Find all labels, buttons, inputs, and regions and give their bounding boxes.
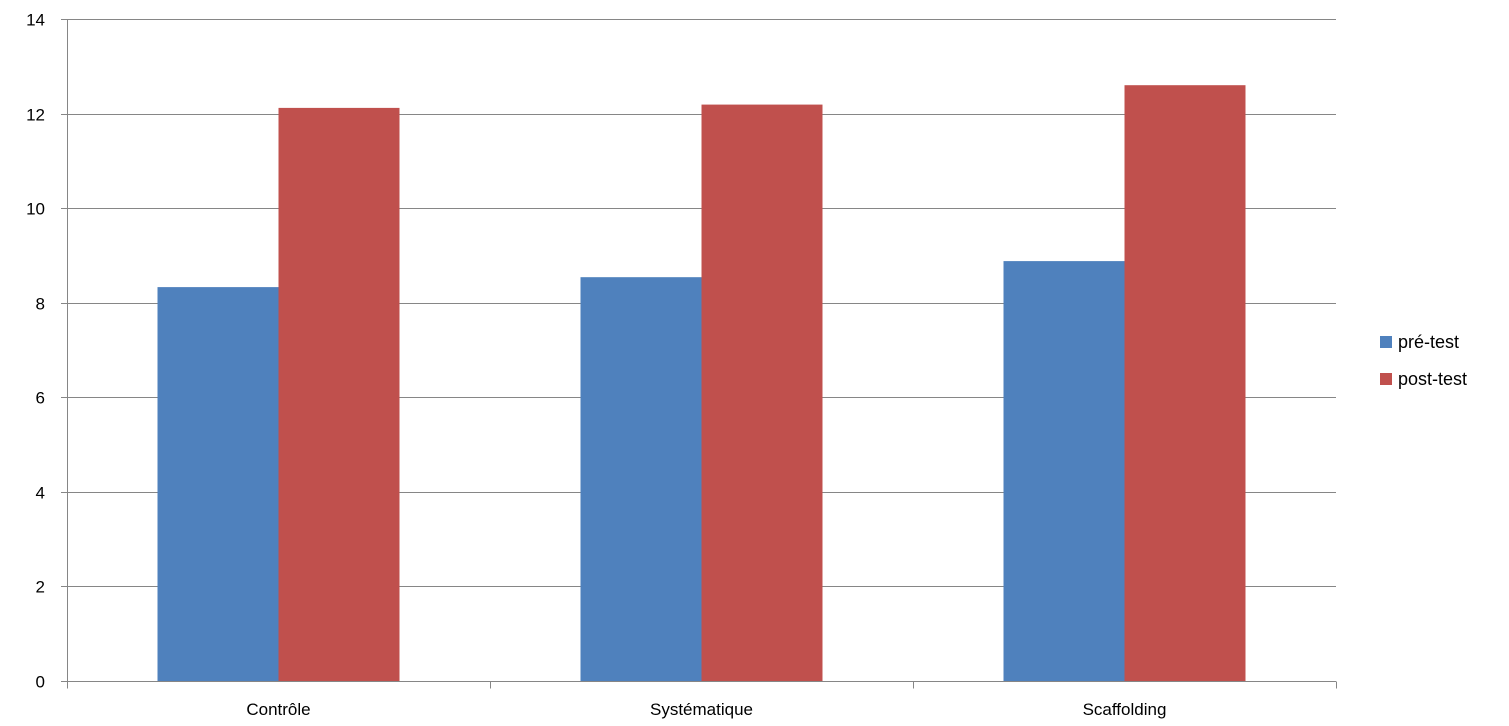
bar-post-test-Scaffolding	[1124, 85, 1246, 681]
legend-label: post-test	[1398, 369, 1467, 389]
legend-swatch-pré-test	[1380, 336, 1392, 348]
x-tick-labels: Contrôle Systématique Scaffolding	[246, 700, 1166, 719]
axes	[61, 19, 1337, 689]
y-tick-label: 6	[36, 389, 45, 408]
y-tick-label: 8	[36, 295, 45, 314]
x-tick-label: Systématique	[650, 700, 753, 719]
legend-label: pré-test	[1398, 332, 1459, 352]
y-tick-label: 0	[36, 673, 45, 692]
y-tick-label: 12	[26, 106, 45, 125]
bar-pré-test-Systématique	[580, 277, 702, 681]
bar-pré-test-Contrôle	[157, 287, 279, 681]
x-tick-label: Scaffolding	[1083, 700, 1167, 719]
legend: pré-test post-test	[1380, 332, 1467, 389]
bar-pré-test-Scaffolding	[1003, 261, 1125, 681]
y-tick-label: 4	[36, 484, 45, 503]
bar-post-test-Contrôle	[278, 107, 400, 681]
legend-swatch-post-test	[1380, 373, 1392, 385]
y-tick-label: 2	[36, 578, 45, 597]
bar-post-test-Systématique	[701, 104, 823, 681]
bars	[157, 85, 1246, 681]
y-tick-label: 14	[26, 11, 45, 30]
x-tick-label: Contrôle	[246, 700, 310, 719]
y-tick-labels: 0 2 4 6 8 10 12 14	[26, 11, 45, 692]
y-tick-label: 10	[26, 200, 45, 219]
